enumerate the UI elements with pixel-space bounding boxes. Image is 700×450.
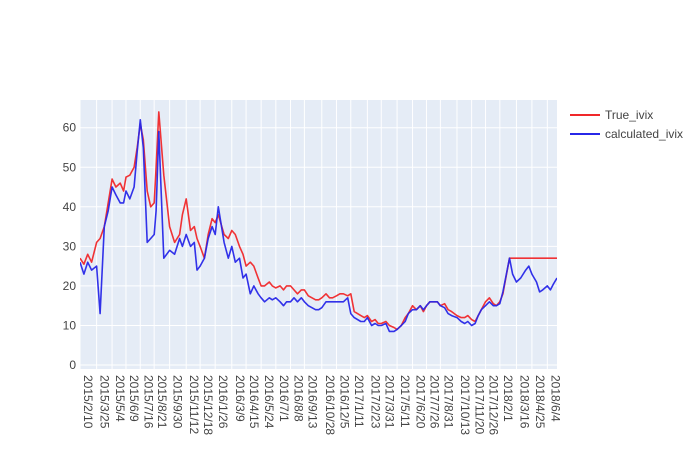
x-tick-label: 2017/3/31: [382, 375, 396, 429]
y-tick-label: 30: [63, 239, 77, 253]
x-tick-label: 2017/10/13: [458, 375, 472, 435]
x-tick-label: 2018/2/1: [501, 375, 515, 422]
series-line-calculated-ivix: [80, 119, 557, 333]
x-tick-label: 2017/11/20: [473, 375, 487, 434]
x-tick-label: 2015/2/10: [81, 375, 95, 429]
x-tick-label: 2017/6/20: [414, 375, 428, 429]
x-tick-label: 2016/10/28: [323, 375, 337, 435]
x-tick-label: 2015/7/16: [141, 375, 155, 429]
x-tick-label: 2017/7/26: [427, 375, 441, 429]
x-tick-label: 2016/12/5: [337, 375, 351, 429]
legend[interactable]: True_ivix calculated_ivix: [570, 108, 683, 141]
x-tick-label: 2016/7/1: [277, 375, 291, 422]
x-axis-ticks: 2015/2/10 2015/3/25 2015/5/4 2015/6/9 2015/7…: [81, 375, 562, 435]
x-tick-label: 2016/3/9: [233, 375, 247, 422]
x-tick-label: 2015/11/12: [187, 375, 201, 434]
plot-series: [80, 111, 557, 333]
y-tick-label: 40: [63, 200, 77, 214]
gridlines: [79, 100, 557, 369]
x-tick-label: 2018/6/4: [548, 375, 562, 422]
x-tick-label: 2015/3/25: [98, 375, 112, 429]
x-tick-label: 2017/5/11: [398, 375, 412, 428]
x-tick-label: 2015/12/18: [201, 375, 215, 435]
y-tick-label: 0: [69, 358, 76, 372]
y-tick-label: 60: [63, 121, 77, 135]
legend-item[interactable]: calculated_ivix: [570, 127, 683, 141]
x-tick-label: 2017/12/26: [487, 375, 501, 435]
legend-label: True_ivix: [605, 108, 653, 122]
x-tick-label: 2016/8/8: [291, 375, 305, 422]
y-tick-label: 10: [63, 318, 77, 332]
y-tick-label: 20: [63, 279, 77, 293]
y-axis-ticks: 0 10 20 30 40 50 60: [63, 121, 77, 372]
legend-label: calculated_ivix: [605, 127, 683, 141]
x-tick-label: 2016/4/15: [247, 375, 261, 429]
x-tick-label: 2015/8/21: [155, 375, 169, 429]
x-tick-label: 2016/5/24: [262, 375, 276, 429]
y-tick-label: 50: [63, 160, 77, 174]
x-tick-label: 2016/1/26: [216, 375, 230, 429]
x-tick-label: 2015/5/4: [113, 375, 127, 422]
x-tick-label: 2017/8/31: [441, 375, 455, 429]
x-tick-label: 2016/9/13: [305, 375, 319, 429]
x-tick-label: 2015/9/30: [171, 375, 185, 429]
x-tick-label: 2018/4/25: [533, 375, 547, 429]
x-tick-label: 2017/2/23: [368, 375, 382, 429]
legend-item[interactable]: True_ivix: [570, 108, 653, 122]
x-tick-label: 2017/1/11: [352, 375, 366, 428]
x-tick-label: 2015/6/9: [127, 375, 141, 422]
x-tick-label: 2018/3/16: [517, 375, 531, 429]
